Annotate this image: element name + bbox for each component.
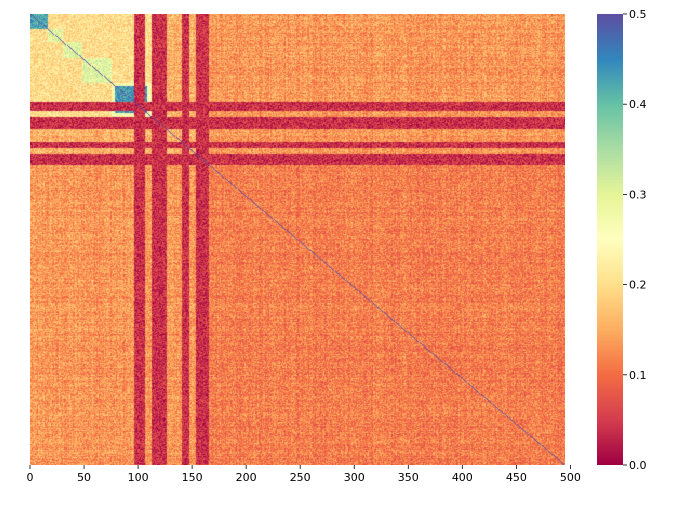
colorbar-gradient — [597, 14, 623, 465]
x-tick-label: 450 — [506, 471, 527, 484]
heatmap-cells — [30, 14, 565, 465]
colorbar-tick-label: 0.4 — [629, 98, 647, 111]
x-axis: 0 50 100 150 200 250 300 350 400 450 500 — [27, 465, 581, 484]
x-tick-label: 350 — [398, 471, 419, 484]
x-tick-label: 50 — [77, 471, 91, 484]
x-tick-label: 0 — [27, 471, 34, 484]
x-tick-label: 100 — [128, 471, 149, 484]
x-tick-label: 200 — [236, 471, 257, 484]
heatmap-plot-area — [30, 14, 565, 465]
colorbar-tick-label: 0.2 — [629, 279, 647, 292]
colorbar-ticks: 0.0 0.1 0.2 0.3 0.4 0.5 — [623, 8, 647, 472]
colorbar-tick-label: 0.0 — [629, 459, 647, 472]
colorbar: 0.0 0.1 0.2 0.3 0.4 0.5 — [597, 8, 647, 472]
x-tick-label: 250 — [290, 471, 311, 484]
colorbar-tick-label: 0.1 — [629, 369, 647, 382]
x-tick-label: 300 — [344, 471, 365, 484]
x-tick-label: 400 — [452, 471, 473, 484]
x-tick-label: 500 — [560, 471, 581, 484]
colorbar-tick-label: 0.3 — [629, 188, 647, 201]
colorbar-holder — [597, 14, 623, 465]
colorbar-tick-label: 0.5 — [629, 8, 647, 21]
heatmap-canvas-holder — [30, 14, 565, 465]
x-tick-label: 150 — [182, 471, 203, 484]
